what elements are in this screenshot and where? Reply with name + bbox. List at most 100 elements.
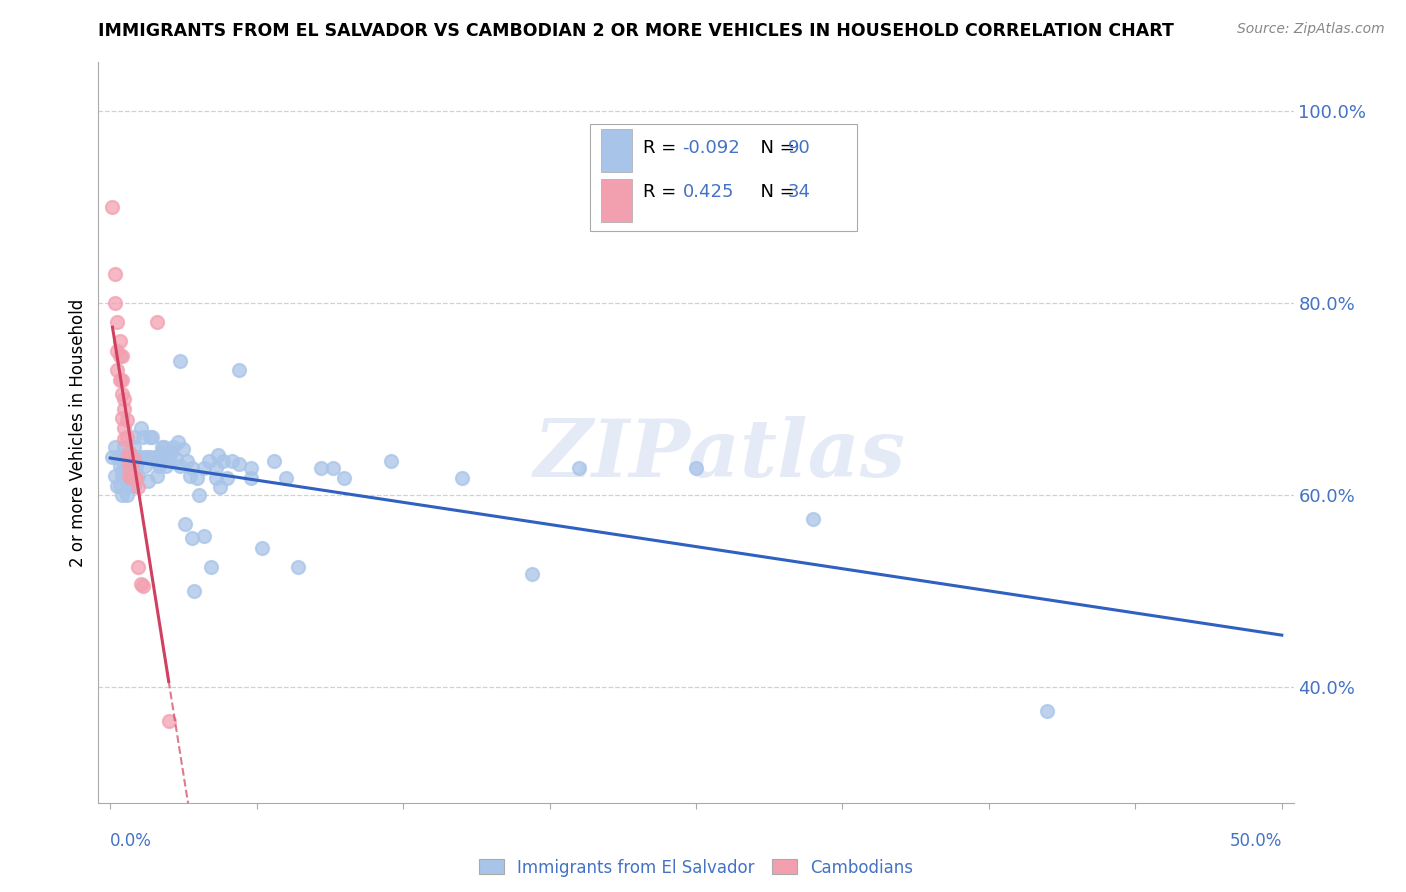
Point xyxy=(122,478,145,492)
Point xyxy=(125,471,148,485)
Point xyxy=(127,469,149,483)
Point xyxy=(136,450,159,464)
Point xyxy=(118,478,141,492)
Point xyxy=(685,461,707,475)
Point xyxy=(115,488,138,502)
Text: 0.425: 0.425 xyxy=(683,183,734,201)
Point xyxy=(157,445,180,459)
Point xyxy=(380,454,402,468)
Point xyxy=(186,471,208,485)
Point xyxy=(112,392,135,406)
Point xyxy=(104,267,127,281)
Y-axis label: 2 or more Vehicles in Household: 2 or more Vehicles in Household xyxy=(69,299,87,566)
Point xyxy=(183,584,205,599)
Text: 90: 90 xyxy=(787,139,811,157)
Point xyxy=(169,353,191,368)
Point xyxy=(125,459,148,474)
Point xyxy=(221,454,243,468)
Point xyxy=(139,450,162,464)
Point xyxy=(111,464,134,478)
Point xyxy=(120,450,142,464)
Point xyxy=(333,471,356,485)
Point xyxy=(287,560,309,574)
Point xyxy=(204,461,226,475)
Point xyxy=(111,349,134,363)
Point xyxy=(450,471,472,485)
Point xyxy=(111,411,134,425)
Point xyxy=(217,471,239,485)
Point xyxy=(104,440,127,454)
Point xyxy=(1036,705,1059,719)
Point xyxy=(129,450,152,464)
Point xyxy=(122,430,145,444)
Point xyxy=(252,541,274,555)
Point xyxy=(204,471,226,485)
Point xyxy=(211,454,233,468)
Point xyxy=(120,459,142,474)
Text: 50.0%: 50.0% xyxy=(1229,831,1282,850)
Point xyxy=(801,512,824,526)
Text: -0.092: -0.092 xyxy=(683,139,741,157)
Point xyxy=(136,474,159,488)
Point xyxy=(134,459,156,474)
Point xyxy=(239,461,262,475)
Point xyxy=(263,454,285,468)
Point xyxy=(274,471,297,485)
Point xyxy=(181,532,204,546)
Point xyxy=(150,440,173,454)
Point xyxy=(165,451,187,466)
Point xyxy=(143,450,166,464)
Text: N =: N = xyxy=(748,139,800,157)
Point xyxy=(134,450,156,464)
Point xyxy=(146,454,169,468)
Point xyxy=(105,343,128,358)
Point xyxy=(125,450,148,464)
Point xyxy=(112,433,135,447)
Point xyxy=(169,459,191,474)
Legend: Immigrants from El Salvador, Cambodians: Immigrants from El Salvador, Cambodians xyxy=(472,852,920,883)
Point xyxy=(120,471,142,485)
Point xyxy=(111,373,134,387)
Point xyxy=(118,469,141,483)
Text: R =: R = xyxy=(644,183,688,201)
Point xyxy=(118,464,141,478)
Point xyxy=(115,430,138,444)
Point xyxy=(115,413,138,427)
Point xyxy=(200,560,222,574)
Point xyxy=(209,480,232,494)
Text: 0.0%: 0.0% xyxy=(110,831,152,850)
Text: ZIPatlas: ZIPatlas xyxy=(534,416,905,493)
Point xyxy=(129,421,152,435)
Point xyxy=(239,471,262,485)
Point xyxy=(111,387,134,401)
Point xyxy=(132,579,155,593)
Point xyxy=(111,488,134,502)
Point xyxy=(155,459,177,474)
Point xyxy=(122,440,145,454)
Point xyxy=(105,478,128,492)
Point xyxy=(162,440,184,454)
Point xyxy=(115,469,138,483)
Point xyxy=(146,315,169,329)
Point xyxy=(174,516,197,531)
Point xyxy=(108,373,131,387)
Point xyxy=(157,450,180,464)
Point xyxy=(108,478,131,492)
Point xyxy=(322,461,344,475)
Point xyxy=(122,451,145,466)
Point xyxy=(207,448,229,462)
Point xyxy=(122,471,145,485)
Point xyxy=(181,461,204,475)
Point xyxy=(150,445,173,459)
Point xyxy=(172,442,194,456)
Point xyxy=(118,459,141,474)
Point xyxy=(108,334,131,349)
Point xyxy=(167,435,190,450)
Point xyxy=(146,469,169,483)
Text: IMMIGRANTS FROM EL SALVADOR VS CAMBODIAN 2 OR MORE VEHICLES IN HOUSEHOLD CORRELA: IMMIGRANTS FROM EL SALVADOR VS CAMBODIAN… xyxy=(98,22,1174,40)
Point xyxy=(228,458,250,472)
Point xyxy=(520,566,543,581)
Point xyxy=(127,480,149,494)
Point xyxy=(193,528,215,542)
Point xyxy=(105,363,128,377)
